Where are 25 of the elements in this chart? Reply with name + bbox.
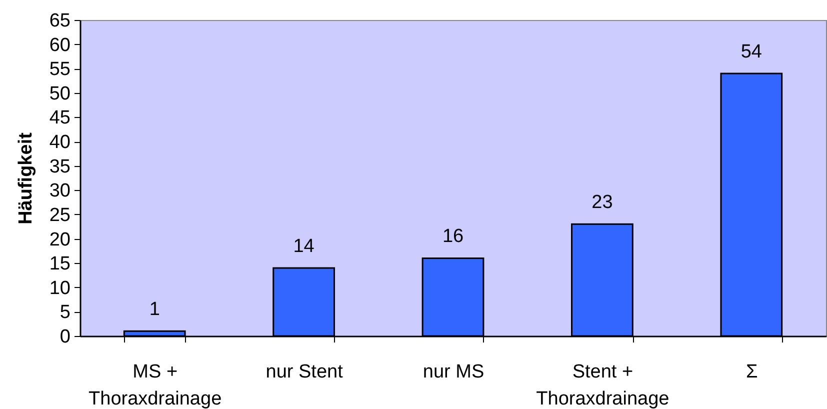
x-tick-label: nur MS (422, 362, 484, 382)
y-tick-label: 35 (49, 156, 70, 178)
y-tick-label: 40 (49, 132, 70, 154)
y-tick-label: 55 (49, 59, 70, 80)
y-axis-title: Häufigkeit (15, 132, 36, 224)
data-label: 23 (592, 192, 613, 214)
x-tick-label: Stent + Thoraxdrainage (536, 362, 670, 409)
data-label: 14 (293, 236, 315, 257)
data-label: 1 (149, 299, 160, 320)
y-tick-label: 15 (49, 254, 70, 275)
y-tick-label: 20 (49, 229, 70, 250)
y-tick-label: 10 (49, 278, 70, 299)
x-tick-label: MS + Thoraxdrainage (88, 362, 222, 409)
y-tick-label: 25 (49, 204, 70, 226)
y-tick-label: 60 (49, 34, 70, 56)
data-label: 16 (442, 226, 464, 248)
x-tick-label: Σ (746, 362, 758, 382)
x-tick-label: nur Stent (266, 362, 344, 382)
y-tick-label: 50 (49, 83, 70, 104)
y-tick-label: 30 (49, 180, 70, 202)
y-tick-label: 65 (49, 10, 70, 32)
data-label: 54 (740, 41, 762, 62)
y-tick-label: 5 (60, 302, 70, 324)
y-tick-label: 45 (49, 108, 70, 129)
y-tick-label: 0 (60, 326, 70, 348)
